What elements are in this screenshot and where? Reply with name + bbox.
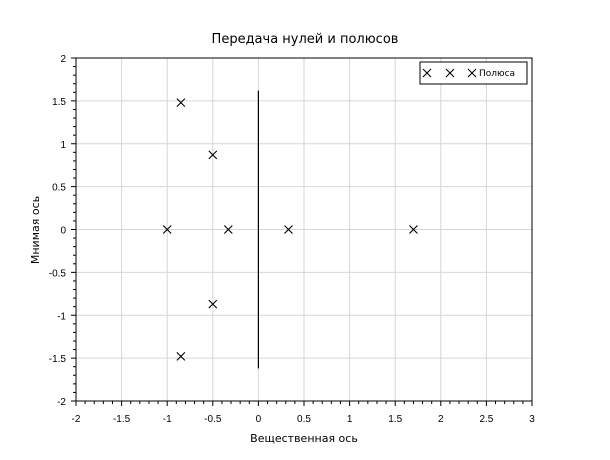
pole-markers bbox=[162, 98, 418, 361]
y-tick-label: 1.5 bbox=[52, 97, 66, 108]
x-tick-label: -0.5 bbox=[204, 414, 222, 425]
x-tick-label: 0.5 bbox=[297, 414, 311, 425]
x-tick-label: 2.5 bbox=[479, 414, 493, 425]
pole-marker bbox=[162, 225, 172, 234]
y-tick-label: -2 bbox=[57, 397, 66, 408]
legend-marker-icon bbox=[445, 68, 455, 78]
legend: Полюса bbox=[419, 61, 528, 85]
legend-box bbox=[419, 61, 528, 85]
x-tick-label: 0 bbox=[256, 414, 262, 425]
y-axis-label: Мнимая ось bbox=[29, 196, 42, 264]
grid bbox=[76, 58, 532, 401]
x-tick-label: -1 bbox=[163, 414, 172, 425]
legend-marker-icon bbox=[467, 68, 477, 78]
x-tick-label: -1.5 bbox=[113, 414, 131, 425]
legend-marker-icon bbox=[422, 68, 432, 78]
pole-marker bbox=[208, 299, 218, 309]
pole-marker bbox=[223, 225, 233, 234]
y-tick-label: 2 bbox=[60, 54, 66, 65]
axis-tick-labels: -2 -1.5 -1 -0.5 0 0.5 1 1.5 2 2.5 3 2 1.5 1 0.5 0 -0.5 -1… bbox=[49, 54, 535, 425]
chart-title: Передача нулей и полюсов bbox=[212, 32, 399, 47]
legend-series-label: Полюса bbox=[479, 69, 515, 79]
axis-ticks bbox=[71, 57, 533, 406]
y-tick-label: -1 bbox=[57, 311, 66, 322]
y-tick-label: -1.5 bbox=[49, 354, 67, 365]
x-tick-label: 3 bbox=[529, 414, 535, 425]
x-tick-label: 2 bbox=[438, 414, 444, 425]
x-tick-label: 1.5 bbox=[388, 414, 402, 425]
pole-marker bbox=[176, 352, 186, 361]
x-tick-label: 1 bbox=[347, 414, 353, 425]
pole-marker bbox=[208, 150, 218, 160]
y-tick-label: 1 bbox=[60, 140, 66, 151]
x-axis-label: Вещественная ось bbox=[250, 432, 358, 445]
legend-marker-icons bbox=[422, 68, 477, 78]
x-tick-label: -2 bbox=[72, 414, 81, 425]
pole-marker bbox=[176, 98, 186, 107]
y-tick-label: 0.5 bbox=[52, 183, 66, 194]
y-tick-label: -0.5 bbox=[49, 268, 67, 279]
pole-marker bbox=[284, 225, 293, 234]
pole-marker bbox=[409, 225, 418, 234]
y-tick-label: 0 bbox=[60, 226, 66, 237]
